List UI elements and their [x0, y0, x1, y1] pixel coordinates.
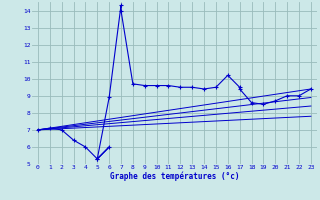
X-axis label: Graphe des températures (°c): Graphe des températures (°c) [110, 172, 239, 181]
